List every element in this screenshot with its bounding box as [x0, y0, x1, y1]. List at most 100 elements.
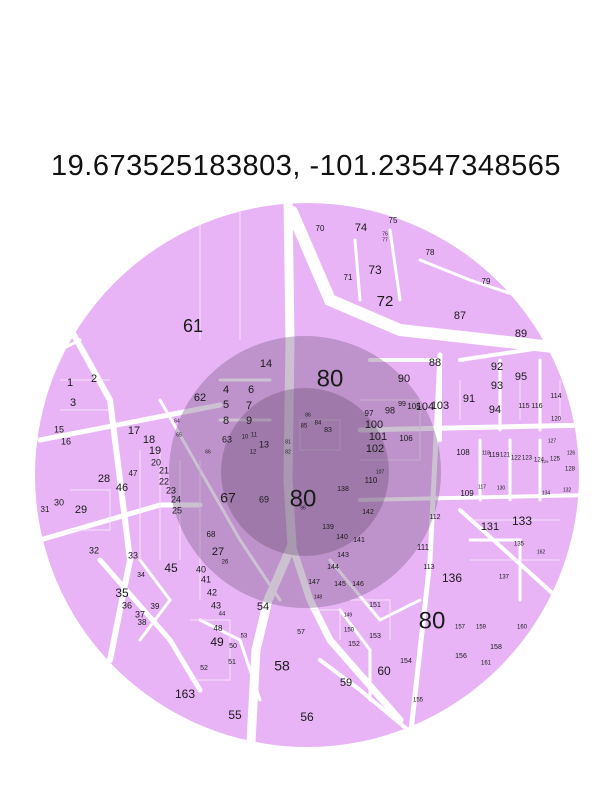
parcel-label: 129 [542, 459, 549, 464]
parcel-label: 121 [500, 453, 511, 459]
parcel-label: 161 [481, 661, 492, 667]
parcel-label: 30 [54, 497, 64, 507]
parcel-label: 8 [223, 415, 229, 427]
parcel-label: 34 [137, 572, 145, 579]
parcel-label: 120 [551, 417, 562, 423]
parcel-label: 139 [322, 524, 334, 531]
parcel-label: 126 [567, 450, 576, 456]
parcel-label: 113 [423, 564, 434, 571]
parcel-label: 101 [369, 431, 387, 443]
parcel-label: 77 [382, 237, 388, 243]
parcel-label: 27 [212, 546, 224, 558]
parcel-label: 160 [517, 625, 528, 631]
parcel-label: 99 [398, 401, 406, 408]
parcel-label: 15 [54, 424, 64, 434]
parcel-label: 130 [497, 485, 506, 491]
parcel-label: 142 [362, 509, 374, 516]
parcel-label: 75 [389, 216, 398, 225]
parcel-label: 114 [550, 393, 561, 400]
main-road-south [245, 540, 297, 747]
parcel-label: 36 [122, 600, 132, 610]
parcel-label: 104 [416, 401, 434, 413]
parcel-label: 7 [246, 400, 252, 412]
parcel-label: 97 [365, 409, 374, 418]
parcel-label: 42 [207, 587, 217, 597]
parcel-label: 78 [426, 248, 435, 257]
parcel-label: 43 [211, 600, 221, 610]
parcel-label: 25 [172, 505, 182, 515]
parcel-background [35, 203, 579, 747]
road-west [57, 307, 134, 663]
parcel-label: 52 [200, 665, 208, 672]
parcel-label: 44 [219, 612, 226, 618]
parcel-label: 76 [382, 231, 388, 237]
parcel-label: 116 [531, 403, 542, 410]
parcel-label: 55 [228, 708, 242, 722]
parcel-label: 153 [369, 633, 381, 640]
road-network [37, 203, 579, 747]
parcel-label: 132 [563, 487, 572, 493]
parcel-label: 9 [246, 415, 252, 427]
parcel-label: 17 [128, 425, 140, 437]
parcel-label: 117 [478, 484, 486, 490]
parcel-label: 157 [455, 625, 466, 631]
parcel-label: 118 [482, 450, 490, 456]
zone-label: 80 [317, 365, 344, 392]
parcel-label: 158 [490, 644, 502, 651]
parcel-label: 53 [241, 634, 248, 640]
parcel-label: 20 [151, 457, 161, 467]
parcel-label: 98 [385, 405, 395, 415]
inner-buffer-ring [221, 388, 389, 556]
parcel-label: 91 [463, 393, 475, 405]
parcel-label: 14 [260, 358, 272, 370]
parcel-label: 85 [301, 424, 308, 430]
parcel-label: 82 [285, 449, 291, 455]
road-southeast [288, 541, 404, 724]
parcel-label: 29 [75, 504, 87, 516]
parcel-label: 2 [91, 373, 97, 385]
parcel-label: 59 [340, 677, 352, 689]
parcel-label: 23 [166, 485, 176, 495]
parcel-label: 3 [70, 397, 76, 409]
parcel-label: 47 [129, 469, 138, 478]
parcel-label: 19 [149, 445, 161, 457]
parcel-label: 49 [210, 635, 224, 649]
parcel-label: 88 [429, 357, 441, 369]
parcel-label: 4 [223, 384, 229, 396]
parcel-label: 51 [228, 659, 236, 666]
parcel-label: 159 [476, 625, 487, 631]
parcel-label: 92 [491, 361, 503, 373]
parcel-label: 63 [222, 434, 232, 444]
parcel-label: 135 [514, 542, 525, 548]
parcel-label: 145 [334, 581, 346, 588]
parcel-label: 122 [511, 456, 522, 462]
parcel-label: 33 [128, 550, 138, 560]
parcel-label: 56 [300, 710, 314, 724]
parcel-label: 144 [327, 564, 339, 571]
parcel-label: 22 [159, 476, 169, 486]
parcel-label: 151 [369, 602, 381, 609]
parcel-label: 127 [548, 438, 557, 444]
parcel-label: 96 [300, 505, 306, 511]
zone-label: 80 [419, 607, 446, 634]
parcel-label: 71 [344, 273, 353, 282]
parcel-label: 12 [250, 450, 257, 456]
parcel-label: 115 [518, 403, 529, 410]
parcel-label: 66 [205, 449, 211, 455]
parcel-label: 108 [456, 448, 470, 457]
parcel-label: 65 [176, 432, 182, 438]
parcel-label: 18 [143, 434, 155, 446]
parcel-label: 90 [398, 373, 410, 385]
parcel-label: 125 [550, 457, 561, 463]
parcel-label: 137 [499, 575, 510, 581]
parcel-label: 28 [98, 473, 110, 485]
parcel-label: 21 [159, 465, 169, 475]
parcel-label: 67 [220, 490, 236, 506]
parcel-label: 24 [171, 494, 181, 504]
parcel-label: 13 [259, 439, 269, 449]
parcel-label: 87 [454, 310, 466, 322]
parcel-label: 26 [222, 560, 229, 566]
parcel-label: 10 [242, 435, 249, 441]
parcel-label: 74 [355, 222, 367, 234]
parcel-label: 150 [344, 628, 355, 634]
